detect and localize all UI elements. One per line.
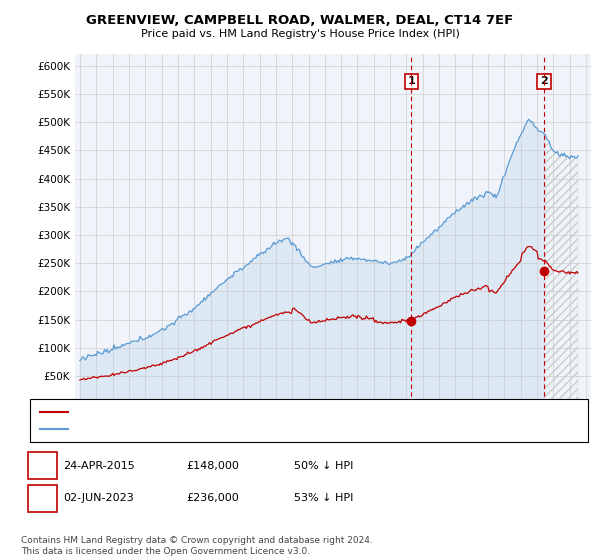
Text: £148,000: £148,000 <box>186 461 239 471</box>
Text: 2: 2 <box>540 76 548 86</box>
Text: 02-JUN-2023: 02-JUN-2023 <box>63 493 134 503</box>
Text: HPI: Average price, detached house, Dover: HPI: Average price, detached house, Dove… <box>74 424 288 434</box>
Text: 1: 1 <box>39 461 46 471</box>
Text: 2: 2 <box>39 493 46 503</box>
Text: £236,000: £236,000 <box>186 493 239 503</box>
Text: 1: 1 <box>407 76 415 86</box>
Text: 24-APR-2015: 24-APR-2015 <box>63 461 135 471</box>
Text: Contains HM Land Registry data © Crown copyright and database right 2024.
This d: Contains HM Land Registry data © Crown c… <box>21 536 373 556</box>
Text: 50% ↓ HPI: 50% ↓ HPI <box>294 461 353 471</box>
Text: 53% ↓ HPI: 53% ↓ HPI <box>294 493 353 503</box>
Text: Price paid vs. HM Land Registry's House Price Index (HPI): Price paid vs. HM Land Registry's House … <box>140 29 460 39</box>
Text: GREENVIEW, CAMPBELL ROAD, WALMER, DEAL, CT14 7EF: GREENVIEW, CAMPBELL ROAD, WALMER, DEAL, … <box>86 14 514 27</box>
Text: GREENVIEW, CAMPBELL ROAD, WALMER, DEAL, CT14 7EF (detached house): GREENVIEW, CAMPBELL ROAD, WALMER, DEAL, … <box>74 407 452 417</box>
